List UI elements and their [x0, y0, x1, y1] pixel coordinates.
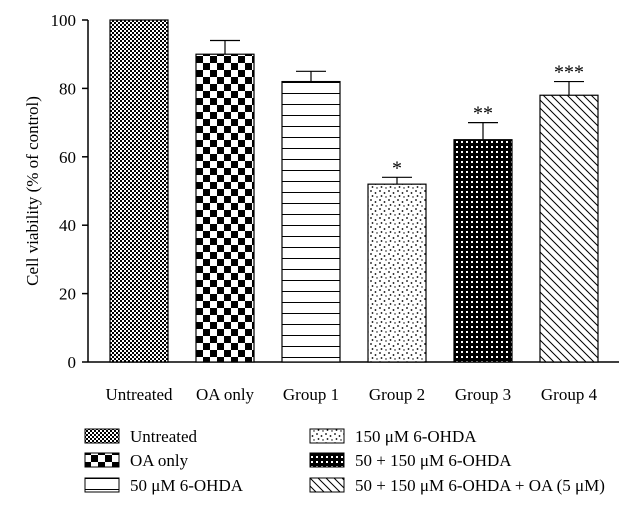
legend-label: 50 + 150 μM 6-OHDA + OA (5 μM) [355, 476, 605, 495]
y-tick-label: 20 [59, 285, 76, 304]
significance-marker: *** [554, 62, 584, 84]
y-tick-label: 60 [59, 148, 76, 167]
x-tick-label: Group 4 [541, 385, 598, 404]
x-tick-label: Group 3 [455, 385, 511, 404]
legend-swatch [84, 428, 120, 444]
legend-label: Untreated [130, 427, 198, 446]
bar-group-3 [453, 139, 513, 363]
bar-group-2 [367, 183, 427, 363]
legend-swatch [84, 477, 120, 493]
y-tick-label: 40 [59, 216, 76, 235]
bar-untreated [109, 19, 169, 363]
x-tick-label: OA only [196, 385, 255, 404]
y-tick-label: 100 [51, 11, 77, 30]
legend-swatch [309, 477, 345, 493]
bar-group-1 [281, 80, 341, 363]
y-tick-label: 80 [59, 79, 76, 98]
y-axis-label: Cell viability (% of control) [23, 96, 42, 286]
legend-swatch [309, 428, 345, 444]
bar-oa-only [195, 53, 255, 363]
significance-marker: ** [473, 103, 493, 125]
x-tick-label: Group 1 [283, 385, 339, 404]
legend-label: 50 μM 6-OHDA [130, 476, 244, 495]
legend-swatch [309, 452, 345, 468]
legend-label: 150 μM 6-OHDA [355, 427, 477, 446]
x-tick-label: Group 2 [369, 385, 425, 404]
significance-marker: * [392, 157, 402, 179]
legend-label: 50 + 150 μM 6-OHDA [355, 451, 512, 470]
x-tick-label: Untreated [105, 385, 173, 404]
legend-label: OA only [130, 451, 189, 470]
bar-group-4 [539, 94, 599, 363]
legend-swatch [84, 452, 120, 468]
y-tick-label: 0 [68, 353, 77, 372]
